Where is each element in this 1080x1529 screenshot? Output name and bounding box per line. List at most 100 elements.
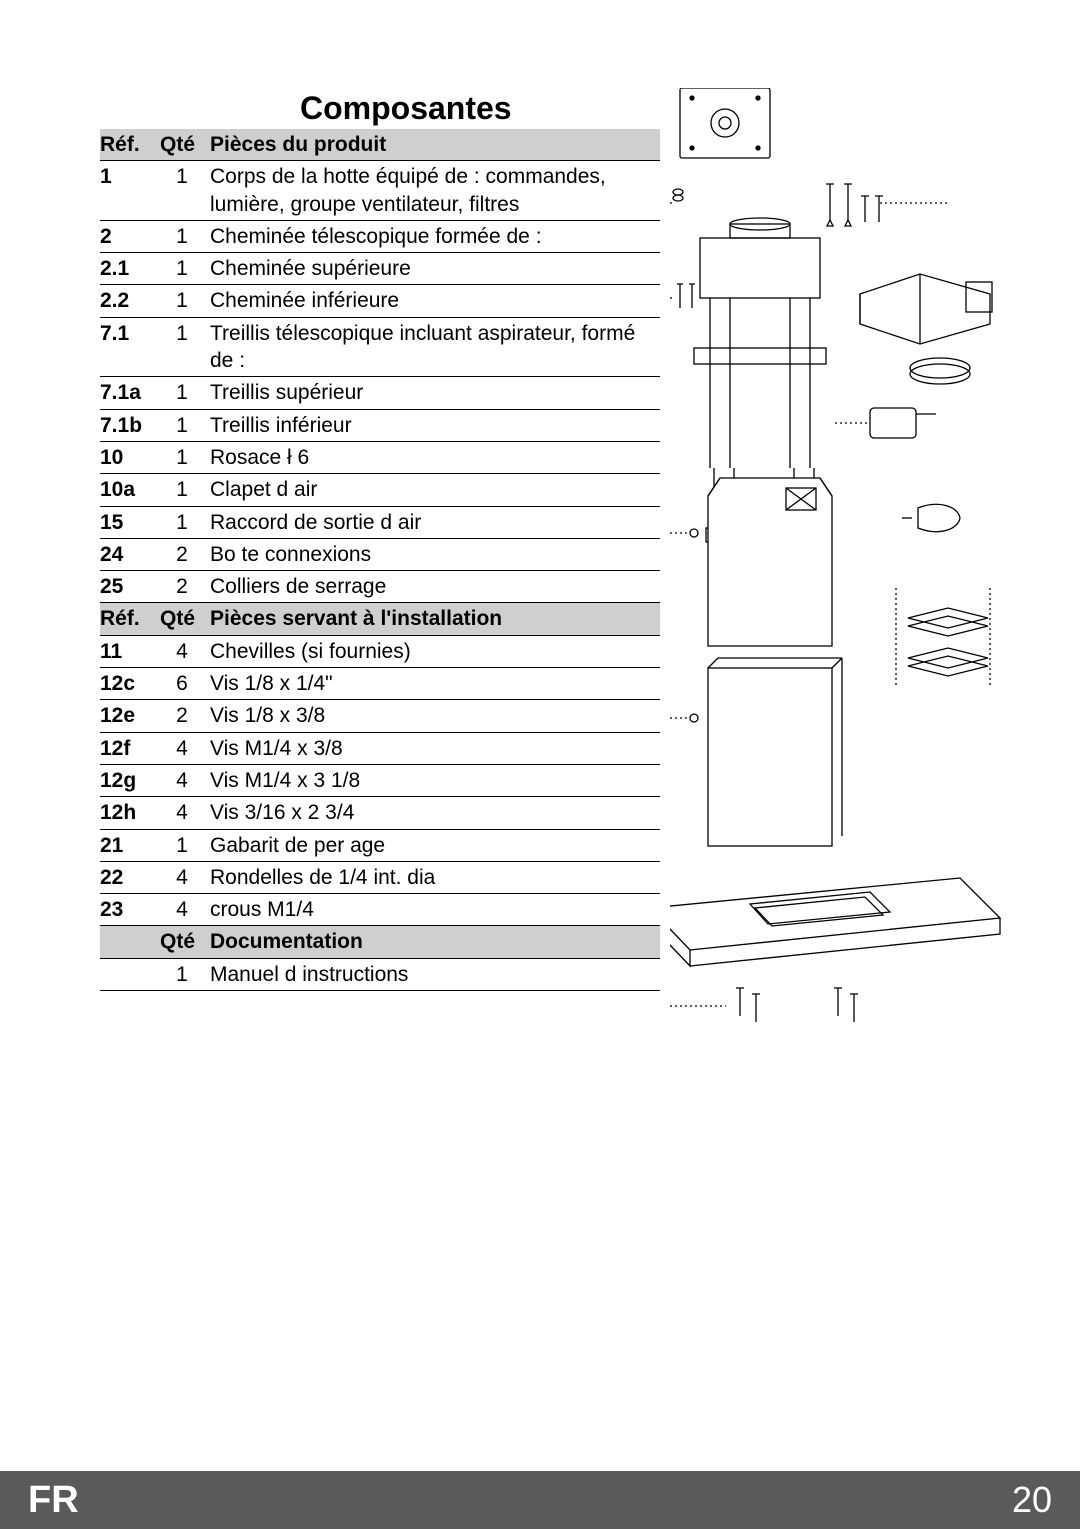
table-row: 101Rosace ł 6 <box>100 441 660 473</box>
cell-desc: Chevilles (si fournies) <box>210 635 660 667</box>
cell-ref: 21 <box>100 829 160 861</box>
cell-ref: 12g <box>100 764 160 796</box>
table-section-header: Réf.QtéPièces du produit <box>100 129 660 161</box>
cell-desc: Rondelles de 1/4 int. dia <box>210 861 660 893</box>
col-qty: Qté <box>160 129 210 161</box>
cell-desc: Treillis supérieur <box>210 377 660 409</box>
cell-qty: 4 <box>160 764 210 796</box>
table-row: 114Chevilles (si fournies) <box>100 635 660 667</box>
cell-qty: 1 <box>160 377 210 409</box>
col-qty: Qté <box>160 926 210 958</box>
cell-ref: 23 <box>100 894 160 926</box>
cell-qty: 1 <box>160 317 210 377</box>
cell-qty: 1 <box>160 220 210 252</box>
cell-ref: 7.1 <box>100 317 160 377</box>
cell-ref: 1 <box>100 161 160 221</box>
cell-ref: 7.1b <box>100 409 160 441</box>
table-row: 12f4Vis M1/4 x 3/8 <box>100 732 660 764</box>
cell-ref: 11 <box>100 635 160 667</box>
cell-ref: 7.1a <box>100 377 160 409</box>
footer-page-number: 20 <box>1012 1479 1052 1521</box>
cell-desc: Vis 3/16 x 2 3/4 <box>210 797 660 829</box>
cell-desc: Bo te connexions <box>210 538 660 570</box>
cell-desc: Cheminée télescopique formée de : <box>210 220 660 252</box>
cell-desc: Treillis télescopique incluant aspirateu… <box>210 317 660 377</box>
cell-qty: 4 <box>160 635 210 667</box>
cell-qty: 1 <box>160 958 210 990</box>
cell-qty: 1 <box>160 506 210 538</box>
cell-ref: 2 <box>100 220 160 252</box>
cell-qty: 6 <box>160 668 210 700</box>
cell-qty: 1 <box>160 441 210 473</box>
table-row: 11Corps de la hotte équipé de : commande… <box>100 161 660 221</box>
cell-qty: 4 <box>160 732 210 764</box>
cell-qty: 1 <box>160 285 210 317</box>
cell-qty: 1 <box>160 474 210 506</box>
table-row: 1Manuel d instructions <box>100 958 660 990</box>
table-row: 7.11Treillis télescopique incluant aspir… <box>100 317 660 377</box>
parts-table: Réf.QtéPièces du produit11Corps de la ho… <box>100 129 660 991</box>
cell-qty: 4 <box>160 797 210 829</box>
cell-ref: 15 <box>100 506 160 538</box>
page: Composantes Réf.QtéPièces du produit11Co… <box>0 0 1080 1529</box>
cell-ref: 24 <box>100 538 160 570</box>
col-ref: Réf. <box>100 603 160 635</box>
cell-desc: Rosace ł 6 <box>210 441 660 473</box>
cell-qty: 4 <box>160 861 210 893</box>
cell-qty: 2 <box>160 538 210 570</box>
cell-ref: 25 <box>100 571 160 603</box>
table-row: 10a1Clapet d air <box>100 474 660 506</box>
table-row: 7.1a1Treillis supérieur <box>100 377 660 409</box>
table-row: 2.11Cheminée supérieure <box>100 253 660 285</box>
cell-ref: 2.1 <box>100 253 160 285</box>
table-row: 151Raccord de sortie d air <box>100 506 660 538</box>
cell-ref: 10a <box>100 474 160 506</box>
page-footer: FR 20 <box>0 1471 1080 1529</box>
cell-desc: Clapet d air <box>210 474 660 506</box>
cell-desc: Cheminée supérieure <box>210 253 660 285</box>
cell-desc: Vis M1/4 x 3/8 <box>210 732 660 764</box>
cell-ref <box>100 958 160 990</box>
table-row: 2.21Cheminée inférieure <box>100 285 660 317</box>
table-row: 211Gabarit de per age <box>100 829 660 861</box>
col-desc: Pièces servant à l'installation <box>210 603 660 635</box>
table-row: 21Cheminée télescopique formée de : <box>100 220 660 252</box>
cell-ref: 10 <box>100 441 160 473</box>
cell-qty: 2 <box>160 571 210 603</box>
cell-qty: 1 <box>160 829 210 861</box>
cell-ref: 22 <box>100 861 160 893</box>
cell-desc: Gabarit de per age <box>210 829 660 861</box>
col-desc: Documentation <box>210 926 660 958</box>
col-qty: Qté <box>160 603 210 635</box>
table-row: 234crous M1/4 <box>100 894 660 926</box>
cell-desc: Treillis inférieur <box>210 409 660 441</box>
footer-language: FR <box>28 1479 79 1522</box>
cell-qty: 1 <box>160 409 210 441</box>
table-row: 12h4Vis 3/16 x 2 3/4 <box>100 797 660 829</box>
cell-qty: 1 <box>160 161 210 221</box>
table-row: 224Rondelles de 1/4 int. dia <box>100 861 660 893</box>
cell-desc: Vis M1/4 x 3 1/8 <box>210 764 660 796</box>
cell-desc: Vis 1/8 x 1/4" <box>210 668 660 700</box>
col-ref <box>100 926 160 958</box>
col-ref: Réf. <box>100 129 160 161</box>
cell-ref: 2.2 <box>100 285 160 317</box>
table-row: 252Colliers de serrage <box>100 571 660 603</box>
cell-qty: 4 <box>160 894 210 926</box>
cell-ref: 12c <box>100 668 160 700</box>
cell-desc: Manuel d instructions <box>210 958 660 990</box>
cell-desc: Cheminée inférieure <box>210 285 660 317</box>
table-section-header: QtéDocumentation <box>100 926 660 958</box>
cell-desc: Vis 1/8 x 3/8 <box>210 700 660 732</box>
cell-desc: Raccord de sortie d air <box>210 506 660 538</box>
cell-ref: 12f <box>100 732 160 764</box>
col-desc: Pièces du produit <box>210 129 660 161</box>
cell-qty: 1 <box>160 253 210 285</box>
cell-desc: Colliers de serrage <box>210 571 660 603</box>
table-row: 242Bo te connexions <box>100 538 660 570</box>
table-row: 7.1b1Treillis inférieur <box>100 409 660 441</box>
cell-desc: Corps de la hotte équipé de : commandes,… <box>210 161 660 221</box>
cell-ref: 12h <box>100 797 160 829</box>
cell-ref: 12e <box>100 700 160 732</box>
cell-qty: 2 <box>160 700 210 732</box>
